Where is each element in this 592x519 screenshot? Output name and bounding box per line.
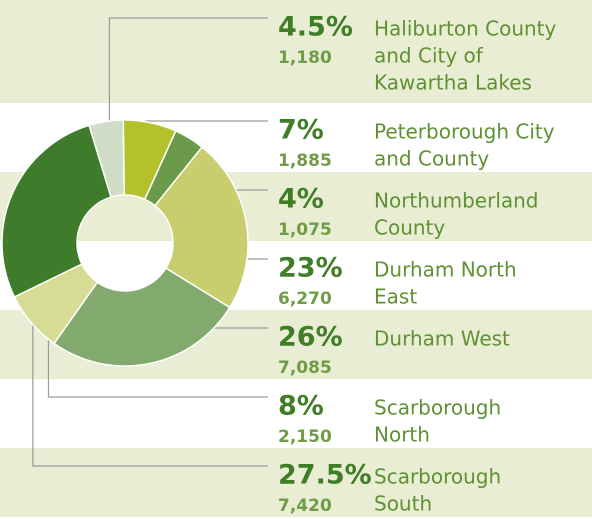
legend: 4.5% 1,180 Haliburton County and City of Kaw…: [278, 12, 557, 517]
category-label: Haliburton County: [374, 17, 557, 41]
category-label: Northumberland: [374, 189, 539, 213]
row-background: [0, 0, 592, 103]
percent-label: 23%: [278, 253, 343, 284]
percent-label: 4%: [278, 184, 324, 215]
count-label: 6,270: [278, 289, 332, 309]
category-label: Peterborough City: [374, 120, 555, 144]
category-label: East: [374, 285, 417, 309]
donut-segment: [154, 146, 249, 309]
leader-line: [108, 17, 268, 144]
donut-segment: [53, 267, 231, 367]
count-label: 2,150: [278, 427, 332, 447]
row-background: [0, 448, 592, 517]
category-label: Kawartha Lakes: [374, 71, 532, 95]
category-label: South: [374, 492, 432, 516]
percent-label: 27.5%: [278, 460, 372, 491]
category-label: Scarborough: [374, 465, 501, 489]
category-label: Scarborough: [374, 396, 501, 420]
percent-label: 26%: [278, 322, 343, 353]
category-label: and County: [374, 147, 489, 171]
count-label: 7,085: [278, 358, 332, 378]
donut: [1, 119, 249, 367]
percent-label: 8%: [278, 391, 324, 422]
donut-segment: [1, 124, 112, 298]
category-label: and City of: [374, 44, 484, 68]
category-label: North: [374, 423, 430, 447]
count-label: 1,075: [278, 220, 332, 240]
count-label: 1,180: [278, 48, 332, 68]
category-label: Durham North: [374, 258, 517, 282]
count-label: 1,885: [278, 151, 332, 171]
count-label: 7,420: [278, 496, 332, 516]
percent-label: 7%: [278, 115, 324, 146]
category-label: Durham West: [374, 327, 510, 351]
category-label: County: [374, 216, 445, 240]
percent-label: 4.5%: [278, 12, 353, 43]
